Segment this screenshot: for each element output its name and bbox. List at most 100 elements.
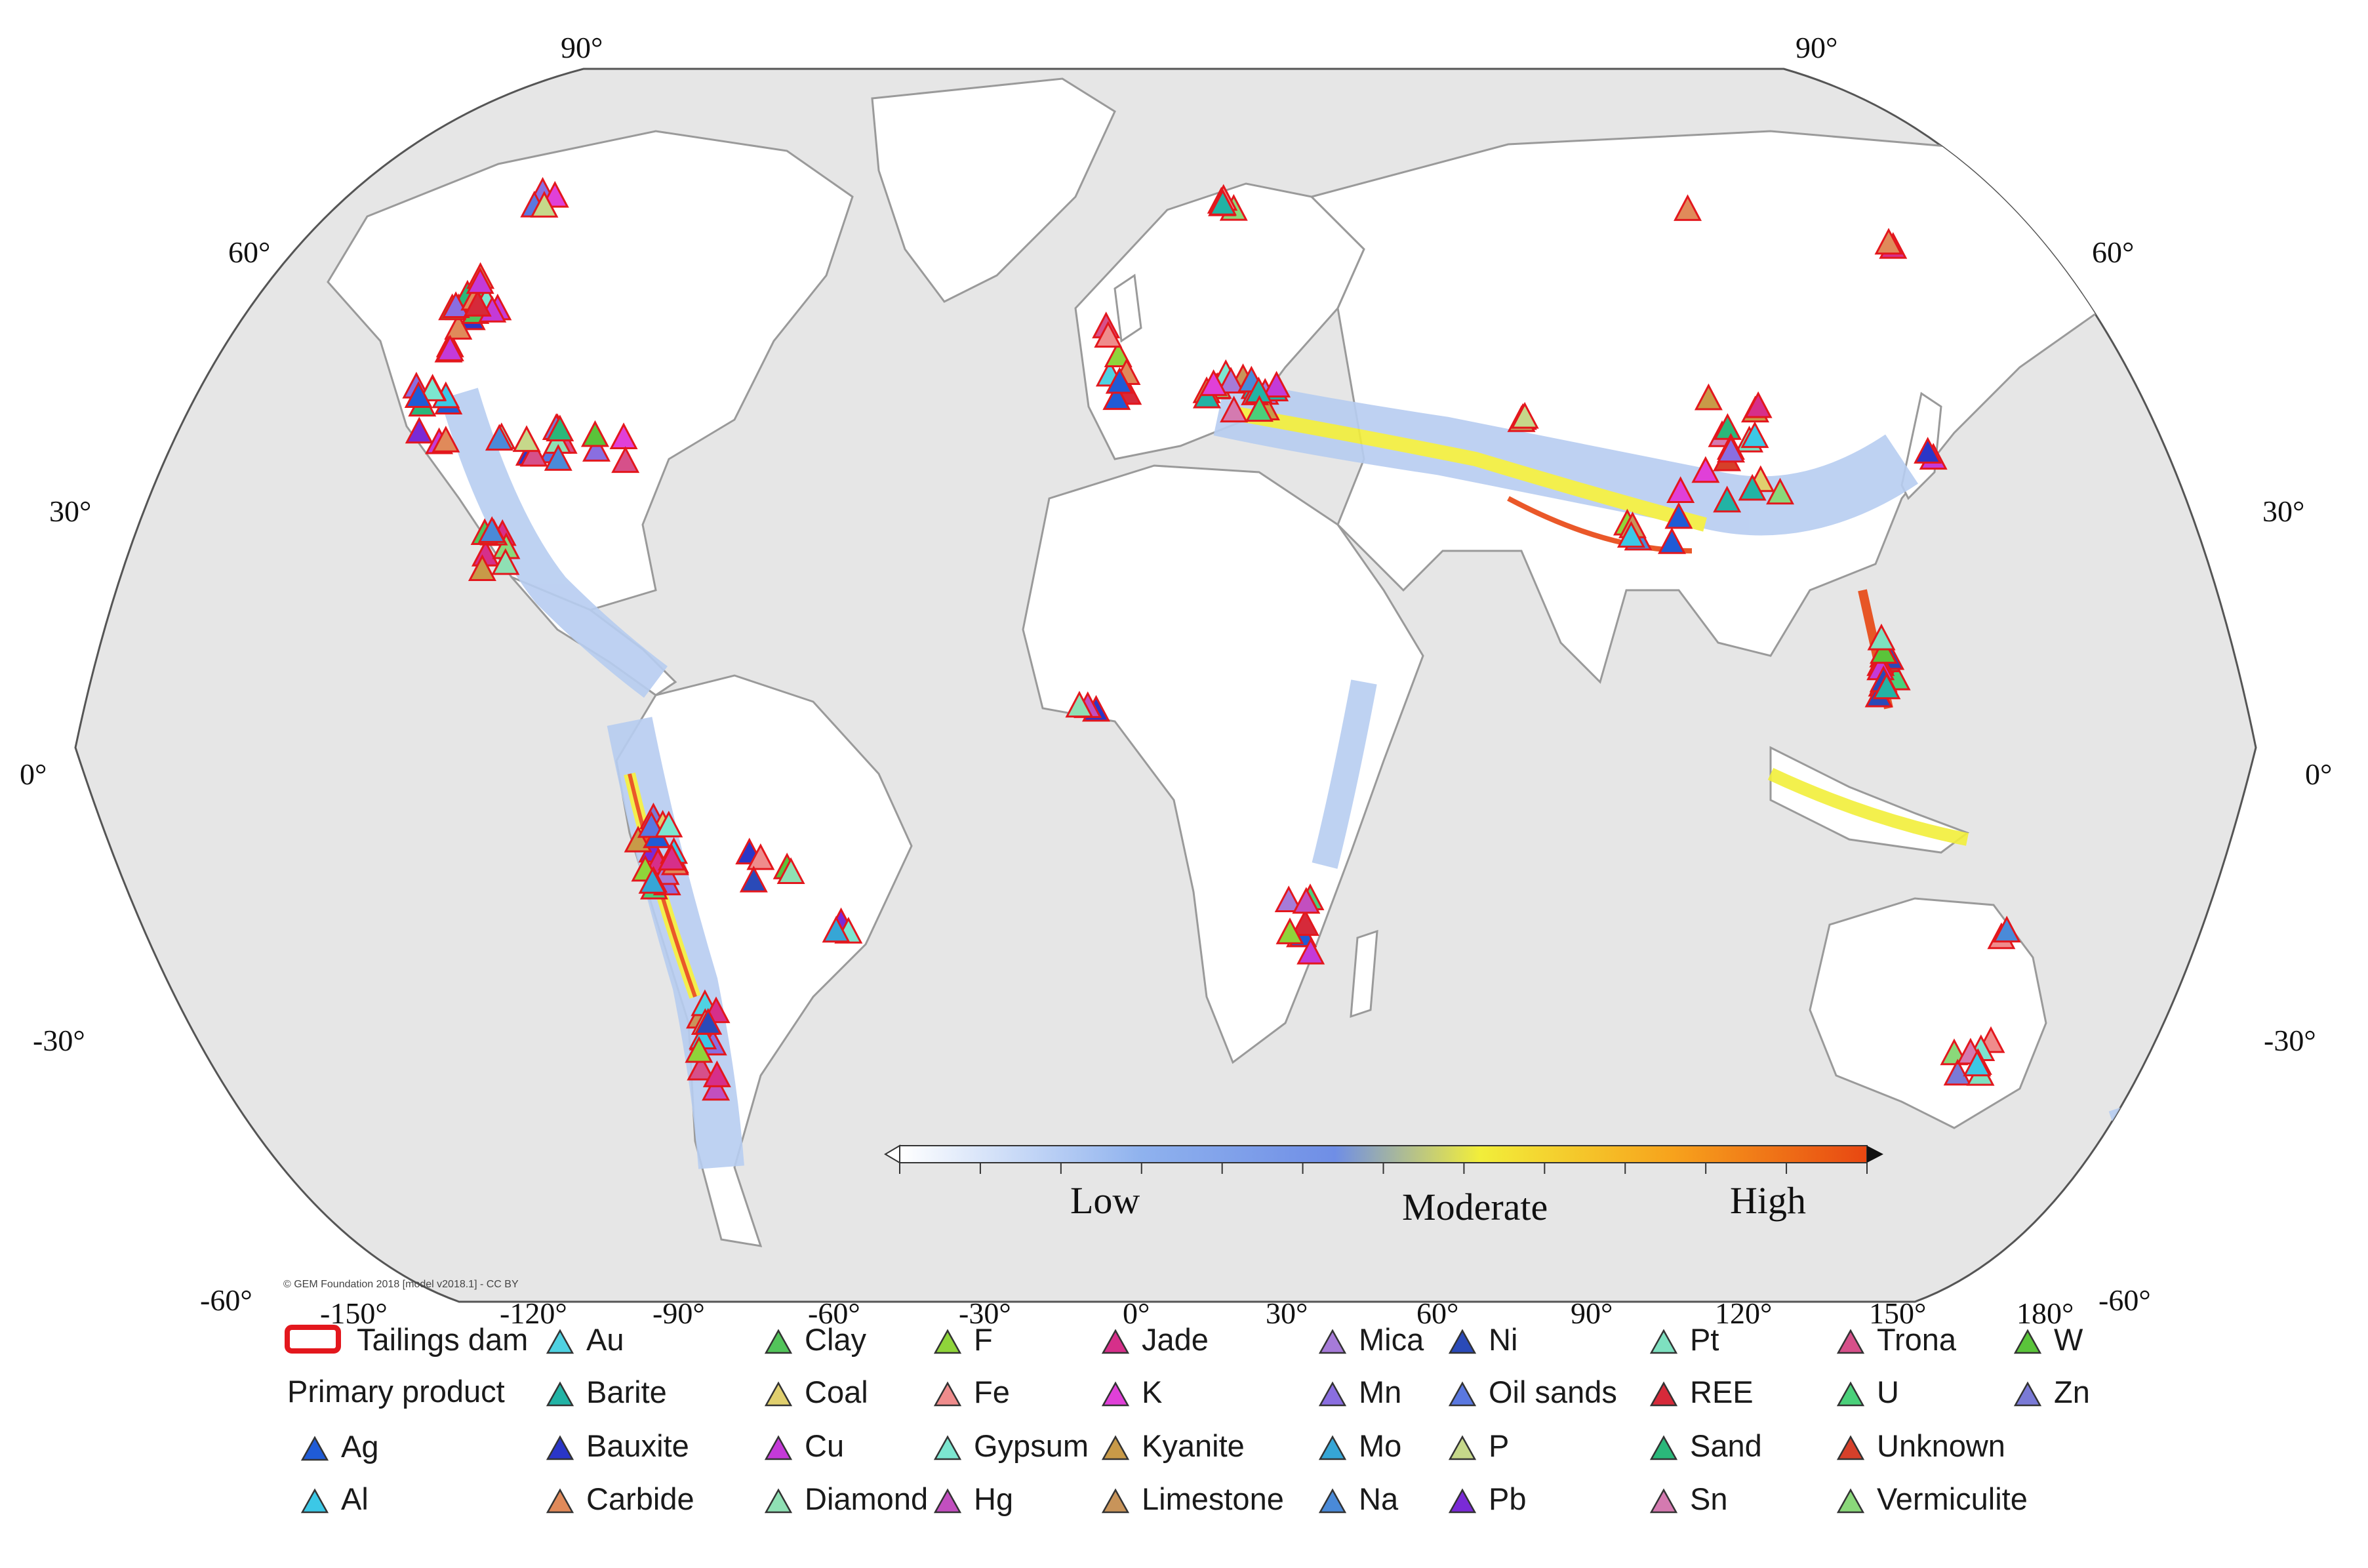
lon-label: 60°	[1416, 1297, 1458, 1330]
legend-label: Barite	[586, 1375, 667, 1409]
tailings-dam-marker	[1867, 623, 1896, 651]
lat-label-right: 0°	[2305, 757, 2332, 791]
triangle-icon	[546, 1381, 574, 1407]
triangle-icon	[1836, 1381, 1865, 1407]
landmass-greenland	[871, 77, 1116, 303]
lat-label-left: 0°	[20, 757, 47, 791]
tailings-dam-marker	[485, 424, 513, 451]
legend-label: Coal	[805, 1375, 868, 1409]
hazard-scale-arrow-right	[1867, 1146, 1883, 1163]
legend-label: Mn	[1359, 1375, 1402, 1409]
triangle-icon	[1448, 1435, 1477, 1460]
legend-label: Tailings dam	[357, 1322, 529, 1357]
tailings-dam-marker	[657, 843, 686, 871]
triangle-icon	[933, 1435, 962, 1460]
triangle-icon	[1101, 1329, 1130, 1354]
triangle-icon	[1101, 1488, 1130, 1514]
legend-label: Au	[586, 1322, 624, 1357]
tailings-dam-marker	[687, 1053, 715, 1081]
legend-label: Pt	[1690, 1322, 1719, 1357]
legend-label: Zn	[2054, 1375, 2090, 1409]
tailings-dam-marker	[512, 425, 541, 452]
tailings-dam-marker	[1105, 367, 1134, 394]
hazard-scale-ticks	[899, 1163, 1868, 1174]
tailings-dam-marker	[609, 422, 638, 449]
legend-label: Diamond	[805, 1481, 929, 1516]
tailings-dam-marker	[1220, 395, 1249, 423]
hazard-label-low: Low	[1070, 1179, 1140, 1222]
tailings-dam-marker	[1874, 228, 1903, 255]
legend-label: Unknown	[1877, 1428, 2005, 1463]
tailings-dam-marker	[491, 548, 520, 575]
triangle-icon	[764, 1488, 793, 1514]
triangle-icon	[1101, 1381, 1130, 1407]
triangle-icon	[933, 1329, 962, 1354]
hazard-zones	[440, 377, 2148, 1171]
lat-label-right: -30°	[2264, 1024, 2316, 1057]
tailings-dam-markers	[402, 176, 2161, 1114]
tailings-dam-marker	[1274, 885, 1303, 913]
legend-label: Cu	[805, 1428, 845, 1463]
tailings-dam-marker	[1296, 937, 1325, 965]
tailings-dam-marker	[1963, 1049, 1992, 1077]
legend-label: Oil sands	[1489, 1375, 1617, 1409]
landmass-uk	[1114, 273, 1142, 343]
legend-label: Kyanite	[1142, 1428, 1245, 1463]
tailings-dam-marker	[739, 866, 768, 893]
tailings-dam-marker	[530, 191, 559, 218]
tailings-dam-marker	[1713, 413, 1742, 440]
tailings-dam-marker	[1658, 527, 1686, 554]
tailings-dam-marker	[418, 374, 447, 401]
triangle-icon	[1649, 1488, 1678, 1514]
tailings-dam-marker	[1104, 340, 1133, 367]
tailings-dam-marker	[694, 1007, 723, 1035]
tailings-dam-marker	[1872, 672, 1901, 700]
tailings-dam-marker	[1616, 521, 1645, 548]
legend-label: Bauxite	[586, 1428, 689, 1463]
lat-label-left: 60°	[228, 235, 270, 269]
legend-label: Trona	[1877, 1322, 1957, 1357]
tailings-dam-marker	[466, 267, 494, 294]
tailings-dam-marker	[1766, 477, 1795, 505]
lon-label: 180°	[2017, 1297, 2074, 1330]
triangle-icon	[1836, 1329, 1865, 1354]
tailings-dam-marker	[1209, 188, 1237, 216]
tailings-dam-marker	[1102, 383, 1131, 411]
legend-label: Mica	[1359, 1322, 1424, 1357]
legend-label: Clay	[805, 1322, 867, 1357]
lat-label-top: 90°	[561, 31, 603, 64]
tailings-dam-marker	[463, 290, 492, 317]
lon-label: 120°	[1715, 1297, 1772, 1330]
triangle-icon	[546, 1488, 574, 1514]
tailings-dam-marker	[1275, 917, 1304, 944]
landmass-europe	[1074, 182, 1365, 460]
tailings-dam-marker	[580, 420, 609, 447]
legend-label: Sn	[1690, 1481, 1728, 1516]
tailings-dam-marker	[1992, 915, 2021, 943]
legend-label: P	[1489, 1428, 1510, 1463]
legend-label: Gypsum	[974, 1428, 1089, 1463]
legend-label: REE	[1690, 1375, 1754, 1409]
legend: Tailings dam Primary product Ag Al Au Barit…	[275, 1319, 2243, 1542]
triangle-icon	[1649, 1435, 1678, 1460]
tailings-dam-marker	[431, 426, 460, 452]
triangle-icon	[933, 1381, 962, 1407]
lat-label-right: 30°	[2262, 494, 2304, 528]
tailings-dam-marker	[611, 446, 640, 473]
tailings-dam-marker	[444, 313, 473, 340]
lat-label-top: 90°	[1796, 31, 1837, 64]
tailings-dam-marker	[702, 1074, 731, 1101]
lon-label: -90°	[652, 1297, 705, 1330]
tailings-dam-marker	[1262, 371, 1291, 398]
tailings-dam-marker	[1674, 194, 1702, 221]
lat-label-left: -60°	[200, 1283, 252, 1317]
triangle-icon	[1318, 1435, 1347, 1460]
tailings-dam-marker	[519, 439, 548, 467]
tailings-dam-marker	[441, 291, 470, 319]
legend-label: Pb	[1489, 1481, 1527, 1516]
tailings-dam-marker	[1292, 887, 1321, 914]
triangle-icon	[1649, 1329, 1678, 1354]
tailings-dam-marker	[1291, 909, 1319, 936]
tailings-dam-marker	[544, 444, 572, 471]
